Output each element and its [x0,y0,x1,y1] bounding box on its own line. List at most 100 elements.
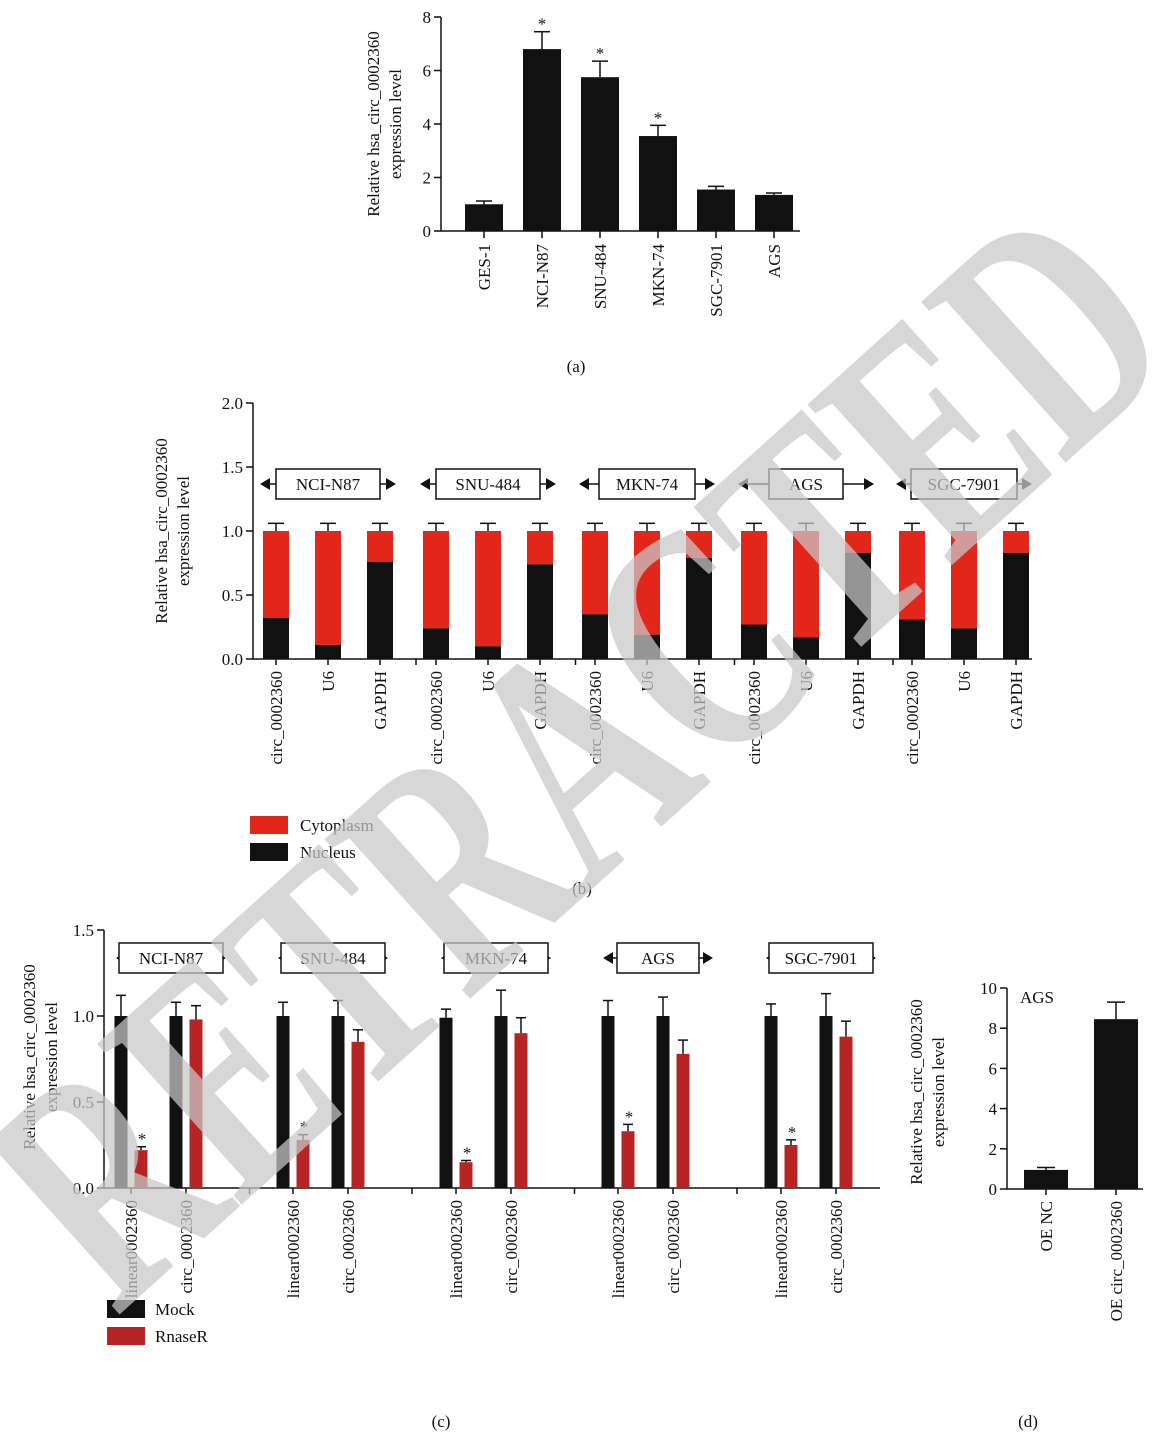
group-label: NCI-N87 [139,949,204,968]
bar-cytoplasm-b [263,531,289,619]
y-tick-label: 10 [980,979,997,998]
y-tick-label: 1.5 [73,921,94,940]
y-tick-label: 1.5 [222,458,243,477]
bar-rnaser-c [459,1162,473,1188]
watermark-layer: RETRACTED [0,137,1153,1372]
x-tick-label-b: circ_0002360 [745,671,764,764]
y-tick-label: 2.0 [222,394,243,413]
y-axis-title-b: Relative hsa_circ_0002360 expression leve… [152,438,193,624]
group-box-c: MKN-74 [441,942,551,974]
bar-nucleus-b [367,561,393,659]
x-tick-label-a: MKN-74 [649,244,668,307]
watermark: RETRACTED [0,137,1153,1372]
group-label: SGC-7901 [928,475,1001,494]
legend-swatch-mock [107,1300,145,1318]
group-box-c: NCI-N87 [116,942,226,974]
bar-nucleus-b [1003,552,1029,659]
y-tick-label: 0 [989,1180,998,1199]
group-label-box [118,942,224,974]
significance-star-c: * [300,1118,309,1137]
group-arrow-head-left [603,952,613,964]
y-tick-label: 6 [989,1059,998,1078]
bar-mock-c [601,1016,615,1188]
y-tick-label: 6 [423,62,432,81]
legend-label-cytoplasm: Cytoplasm [300,816,374,835]
x-tick-label-a: GES-1 [475,244,494,290]
group-arrow-head-left [738,478,748,490]
bar-nucleus-b [793,637,819,659]
bar-a [639,136,677,231]
bar-cytoplasm-b [951,531,977,629]
group-label-box [435,468,541,500]
y-tick-label: 4 [989,1100,998,1119]
x-tick-label-d: OE NC [1037,1201,1056,1252]
x-tick-label-b: GAPDH [371,671,390,730]
x-tick-label-c: circ_0002360 [502,1200,521,1293]
y-tick-label: 2 [423,169,432,188]
bar-cytoplasm-b [634,531,660,635]
panel-label-a: (a) [567,357,586,376]
x-tick-label-b: U6 [638,671,657,692]
bar-nucleus-b [423,628,449,659]
significance-star-c: * [788,1123,797,1142]
group-arrow-head-right [546,478,556,490]
significance-star-a: * [538,15,547,34]
group-arrow-head-right [1022,478,1032,490]
group-label-box [275,468,381,500]
bar-cytoplasm-b [367,531,393,562]
bar-rnaser-c [134,1150,148,1188]
bar-d [1024,1169,1068,1189]
legend-swatch-cytoplasm [250,816,288,834]
bar-nucleus-b [582,614,608,659]
bar-a [581,77,619,231]
group-arrow-head-left [579,478,589,490]
y-tick-label: 0.0 [73,1179,94,1198]
y-axis-title-line: Relative hsa_circ_0002360 [907,999,926,1185]
y-tick-label: 8 [423,8,432,27]
group-label: NCI-N87 [296,475,361,494]
group-label: SNU-484 [300,949,366,968]
group-arrow-head-right [703,952,713,964]
significance-star-a: * [596,44,605,63]
y-axis-title-line: Relative hsa_circ_0002360 [20,964,39,1150]
group-box-b: MKN-74 [579,468,715,500]
x-tick-label-d: OE circ_0002360 [1107,1201,1126,1321]
bar-cytoplasm-b [1003,531,1029,553]
group-label-box [768,942,874,974]
x-tick-label-b: circ_0002360 [903,671,922,764]
legend-label-nucleus: Nucleus [300,843,356,862]
x-tick-label-a: SGC-7901 [707,244,726,317]
group-box-c: SNU-484 [278,942,388,974]
bar-d [1094,1019,1138,1189]
y-tick-label: 1.0 [222,522,243,541]
y-tick-label: 8 [989,1019,998,1038]
group-box-c: AGS [603,942,713,974]
annotation-ags-d: AGS [1020,988,1054,1007]
group-arrow-head-right [864,478,874,490]
legend-swatch-nucleus [250,843,288,861]
x-tick-label-b: circ_0002360 [427,671,446,764]
x-tick-label-a: NCI-N87 [533,244,552,309]
group-box-b: AGS [738,468,874,500]
x-tick-label-c: circ_0002360 [177,1200,196,1293]
x-tick-label-c: linear0002360 [447,1200,466,1298]
significance-star-c: * [463,1143,472,1162]
x-tick-label-c: linear0002360 [772,1200,791,1298]
x-tick-label-b: GAPDH [849,671,868,730]
group-box-c: SGC-7901 [766,942,876,974]
bar-cytoplasm-b [315,531,341,645]
bar-mock-c [439,1017,453,1188]
bar-mock-c [114,1016,128,1188]
bar-rnaser-c [839,1036,853,1188]
y-tick-label: 4 [423,115,432,134]
bar-nucleus-b [899,619,925,659]
bar-a [465,204,503,231]
bar-mock-c [819,1016,833,1188]
group-label: MKN-74 [465,949,528,968]
bar-cytoplasm-b [423,531,449,629]
y-tick-label: 2 [989,1140,998,1159]
bar-cytoplasm-b [527,531,553,565]
panel-label-d: (d) [1018,1412,1038,1431]
panel-label-b: (b) [572,879,592,898]
